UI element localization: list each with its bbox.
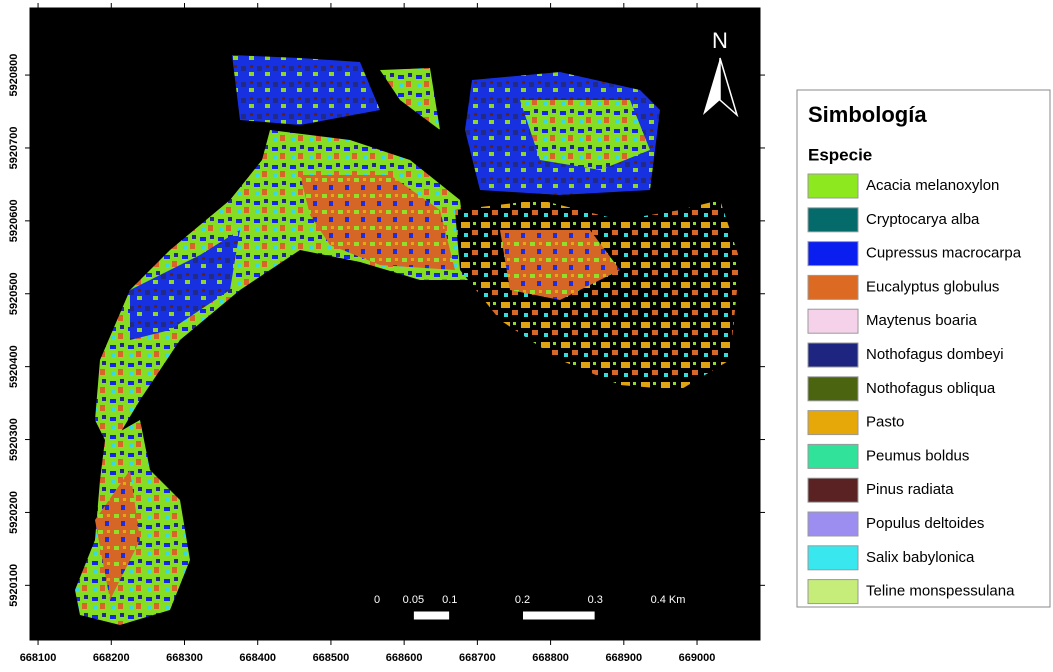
scale-label: 0 [374, 594, 380, 606]
scale-segment [595, 611, 668, 620]
legend-label: Eucalyptus globulus [866, 278, 999, 295]
x-tick-label: 668100 [20, 652, 57, 664]
scale-label: 0.2 [515, 594, 530, 606]
x-tick-label: 668300 [166, 652, 203, 664]
y-tick-label: 5920500 [8, 272, 20, 315]
legend-label: Salix babylonica [866, 549, 975, 566]
legend-swatch [808, 580, 858, 604]
legend-swatch [808, 377, 858, 401]
scale-segment [377, 611, 413, 620]
legend-label: Pinus radiata [866, 481, 954, 498]
legend-label: Teline monspessulana [866, 583, 1015, 600]
x-tick-label: 668500 [313, 652, 350, 664]
legend-label: Nothofagus obliqua [866, 380, 996, 397]
x-tick-label: 668600 [386, 652, 423, 664]
scale-label: 0.4 Km [651, 594, 686, 606]
scale-segment [450, 611, 523, 620]
legend-label: Pasto [866, 414, 904, 431]
north-label: N [712, 28, 728, 53]
legend-label: Nothofagus dombeyi [866, 346, 1004, 363]
y-tick-label: 5920400 [8, 345, 20, 388]
legend-swatch [808, 444, 858, 468]
y-tick-label: 5920100 [8, 564, 20, 607]
x-tick-label: 668200 [93, 652, 130, 664]
y-tick-label: 5920800 [8, 54, 20, 97]
scale-segment [523, 611, 596, 620]
legend-swatch [808, 208, 858, 232]
legend-swatch [808, 478, 858, 502]
legend-label: Populus deltoides [866, 515, 984, 532]
legend-swatch [808, 174, 858, 198]
map-figure: N 0 0.05 0.1 0.2 0.3 0.4 Km 668100 668200 66830… [0, 0, 1053, 667]
scale-label: 0.3 [588, 594, 603, 606]
legend-swatch [808, 411, 858, 435]
legend: Simbología Especie Acacia melanoxylon Cry… [797, 90, 1050, 607]
legend-swatch [808, 512, 858, 536]
x-tick-label: 668900 [605, 652, 642, 664]
legend-label: Acacia melanoxylon [866, 177, 999, 194]
legend-subtitle: Especie [808, 145, 872, 164]
y-tick-label: 5920600 [8, 199, 20, 242]
x-tick-label: 668800 [532, 652, 569, 664]
scale-label: 0.05 [403, 594, 424, 606]
legend-swatch [808, 275, 858, 299]
x-tick-label: 669000 [679, 652, 716, 664]
y-tick-label: 5920200 [8, 491, 20, 534]
x-tick-label: 668400 [239, 652, 276, 664]
legend-swatch [808, 343, 858, 367]
legend-label: Peumus boldus [866, 447, 969, 464]
scale-label: 0.1 [442, 594, 457, 606]
legend-swatch [808, 309, 858, 333]
legend-label: Cupressus macrocarpa [866, 245, 1022, 262]
legend-label: Maytenus boaria [866, 312, 978, 329]
x-tick-label: 668700 [459, 652, 496, 664]
legend-swatch [808, 242, 858, 266]
scale-segment [413, 611, 449, 620]
y-tick-label: 5920700 [8, 127, 20, 170]
legend-swatch [808, 546, 858, 570]
y-tick-label: 5920300 [8, 418, 20, 461]
legend-label: Cryptocarya alba [866, 211, 980, 228]
legend-title: Simbología [808, 102, 927, 127]
